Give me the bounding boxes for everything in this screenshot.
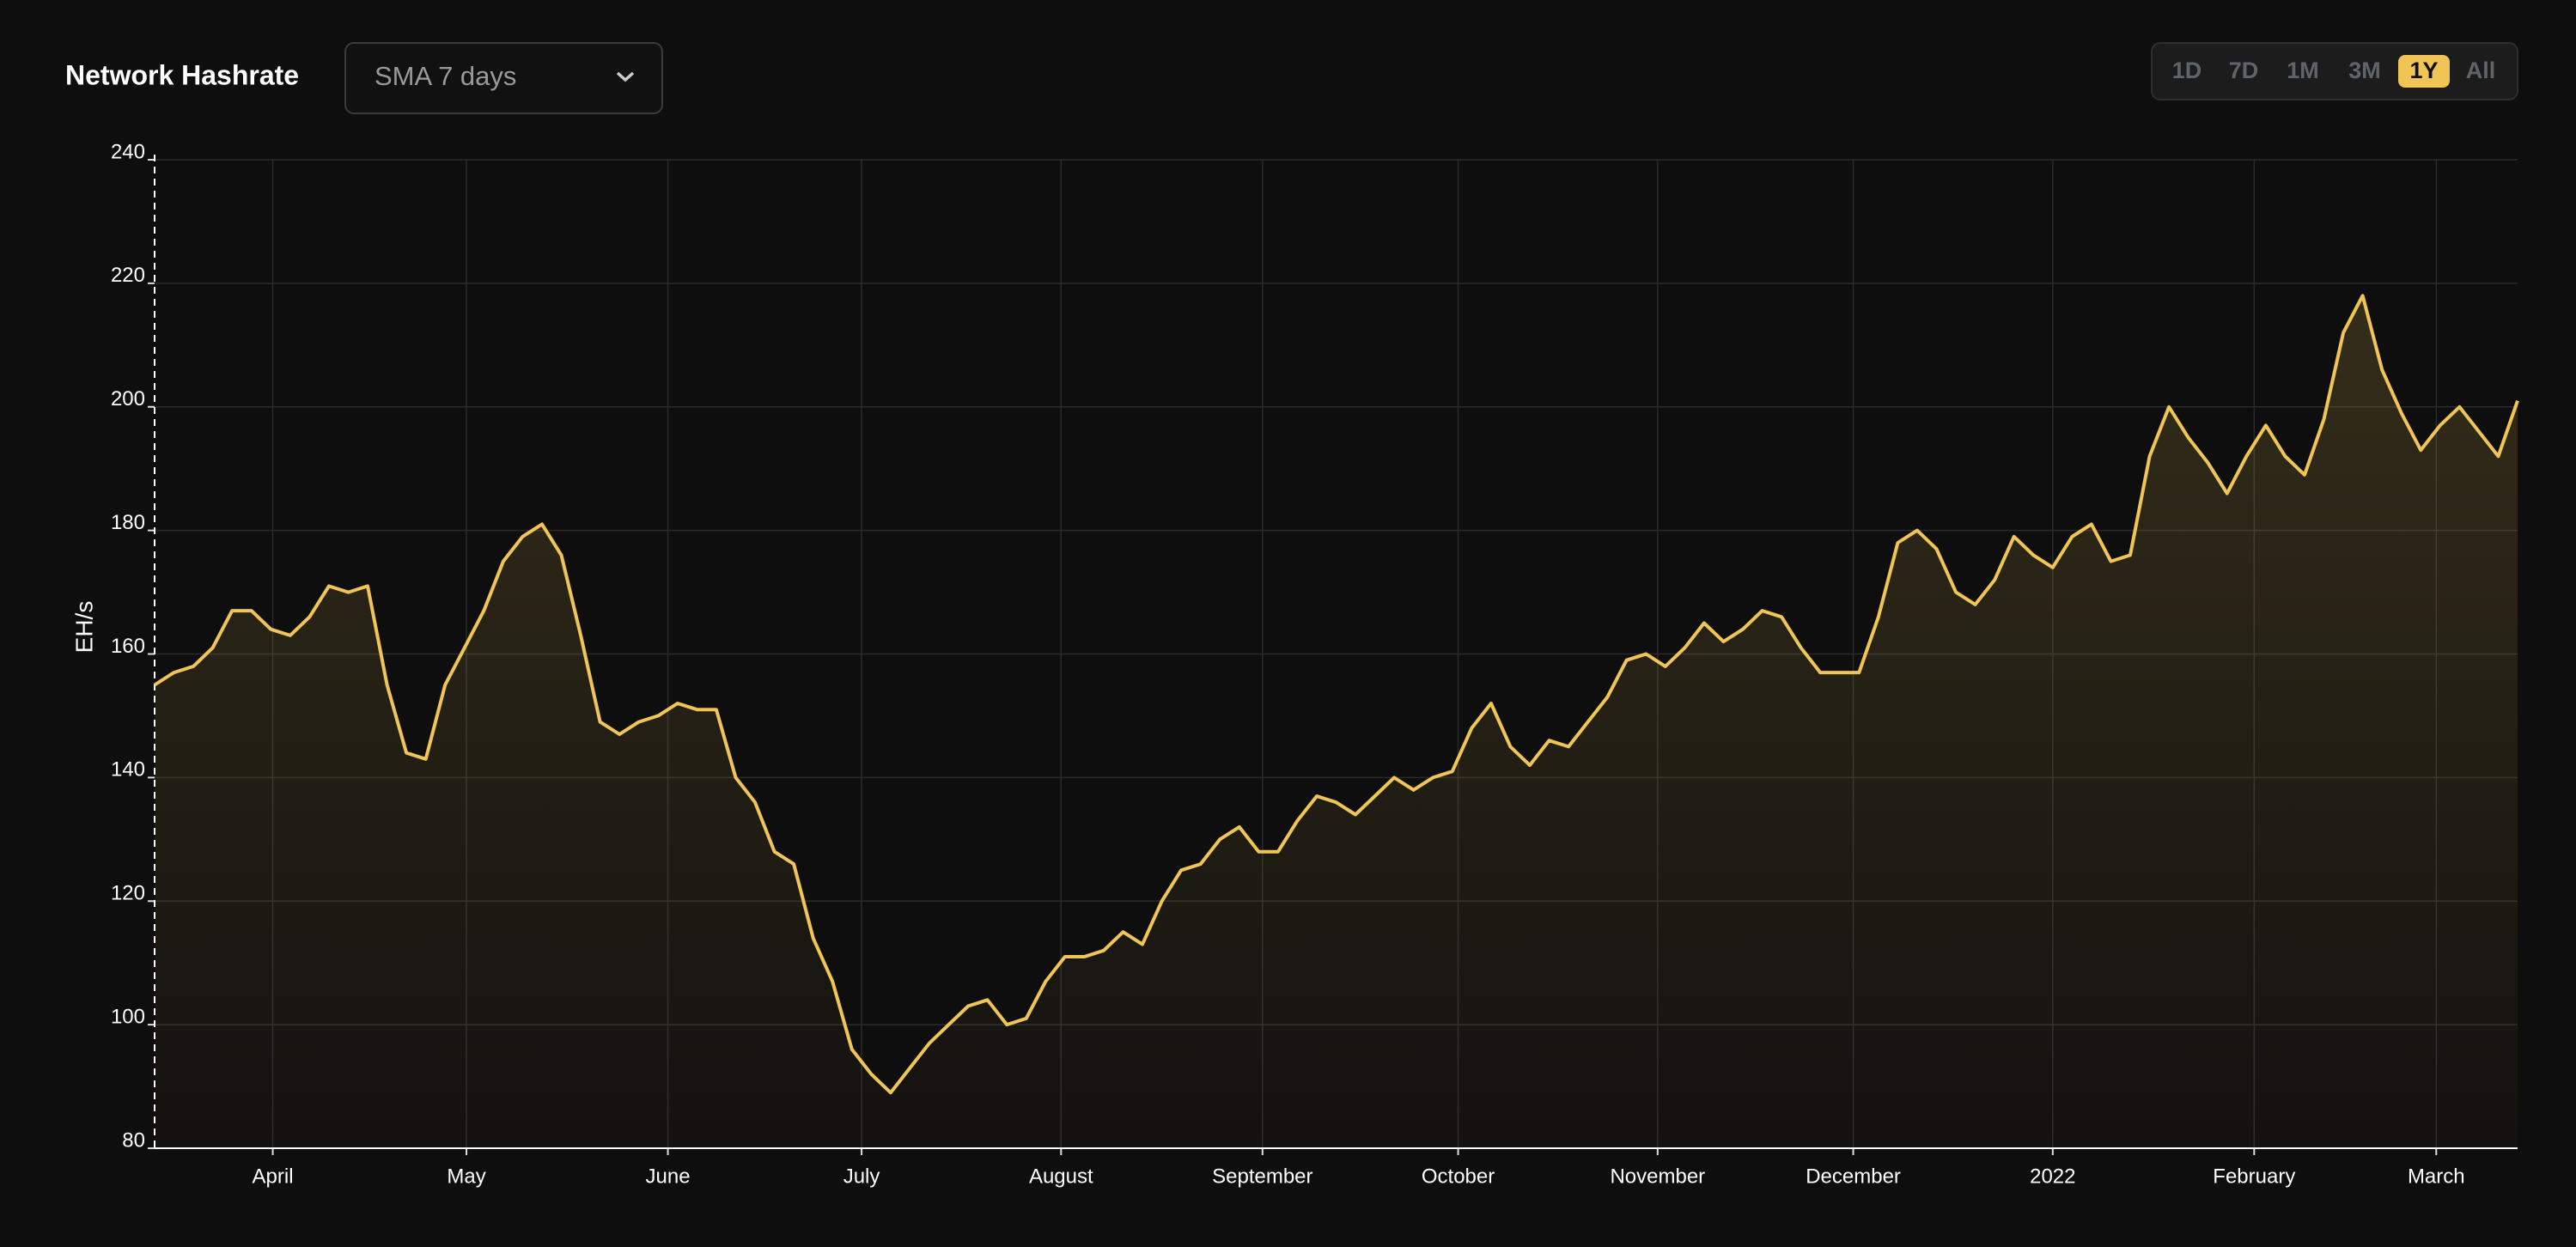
x-tick-label: October [1422,1165,1495,1188]
range-button-active[interactable] [2398,55,2450,88]
y-tick-label: 220 [111,264,145,287]
y-tick-label: 200 [111,387,145,411]
x-tick-label: December [1806,1165,1901,1188]
range-button[interactable]: 3M [2348,58,2381,83]
chart-title: Network Hashrate [65,59,299,90]
y-tick-label: 160 [111,635,145,658]
range-selector [2151,42,2518,100]
x-tick-label: March [2408,1165,2465,1188]
x-tick-label: April [253,1165,294,1188]
y-tick-label: 180 [111,511,145,534]
line [153,294,2519,1095]
area [155,295,2518,1148]
y-tick-label: 140 [111,758,145,782]
y-tick-label: 120 [111,882,145,905]
y-tick-label: 100 [111,1005,145,1028]
x-tick-label: July [843,1165,880,1188]
x-tick-label: June [646,1165,691,1188]
x-tick-label: August [1029,1165,1093,1188]
dropdown-chevron[interactable] [616,71,635,82]
range-button[interactable]: 1Y [2409,58,2438,83]
range-button[interactable]: 1D [2172,58,2202,83]
dropdown-box[interactable] [344,42,663,114]
dropdown-label[interactable]: SMA 7 days [375,61,516,91]
y-tick-label: 80 [122,1128,145,1152]
x-tick-label: May [447,1165,485,1188]
x-tick-label: November [1610,1165,1705,1188]
y-axis-label: EH/s [70,601,97,654]
x-tick-label: February [2213,1165,2295,1188]
range-button[interactable]: All [2466,58,2496,83]
x-tick-label: September [1212,1165,1312,1188]
range-button[interactable]: 1M [2287,58,2319,83]
range-button[interactable]: 7D [2229,58,2259,83]
dropdown[interactable]: SMA 7 days [344,42,663,114]
x-tick-label: 2022 [2030,1165,2075,1188]
y-tick-label: 240 [111,140,145,163]
